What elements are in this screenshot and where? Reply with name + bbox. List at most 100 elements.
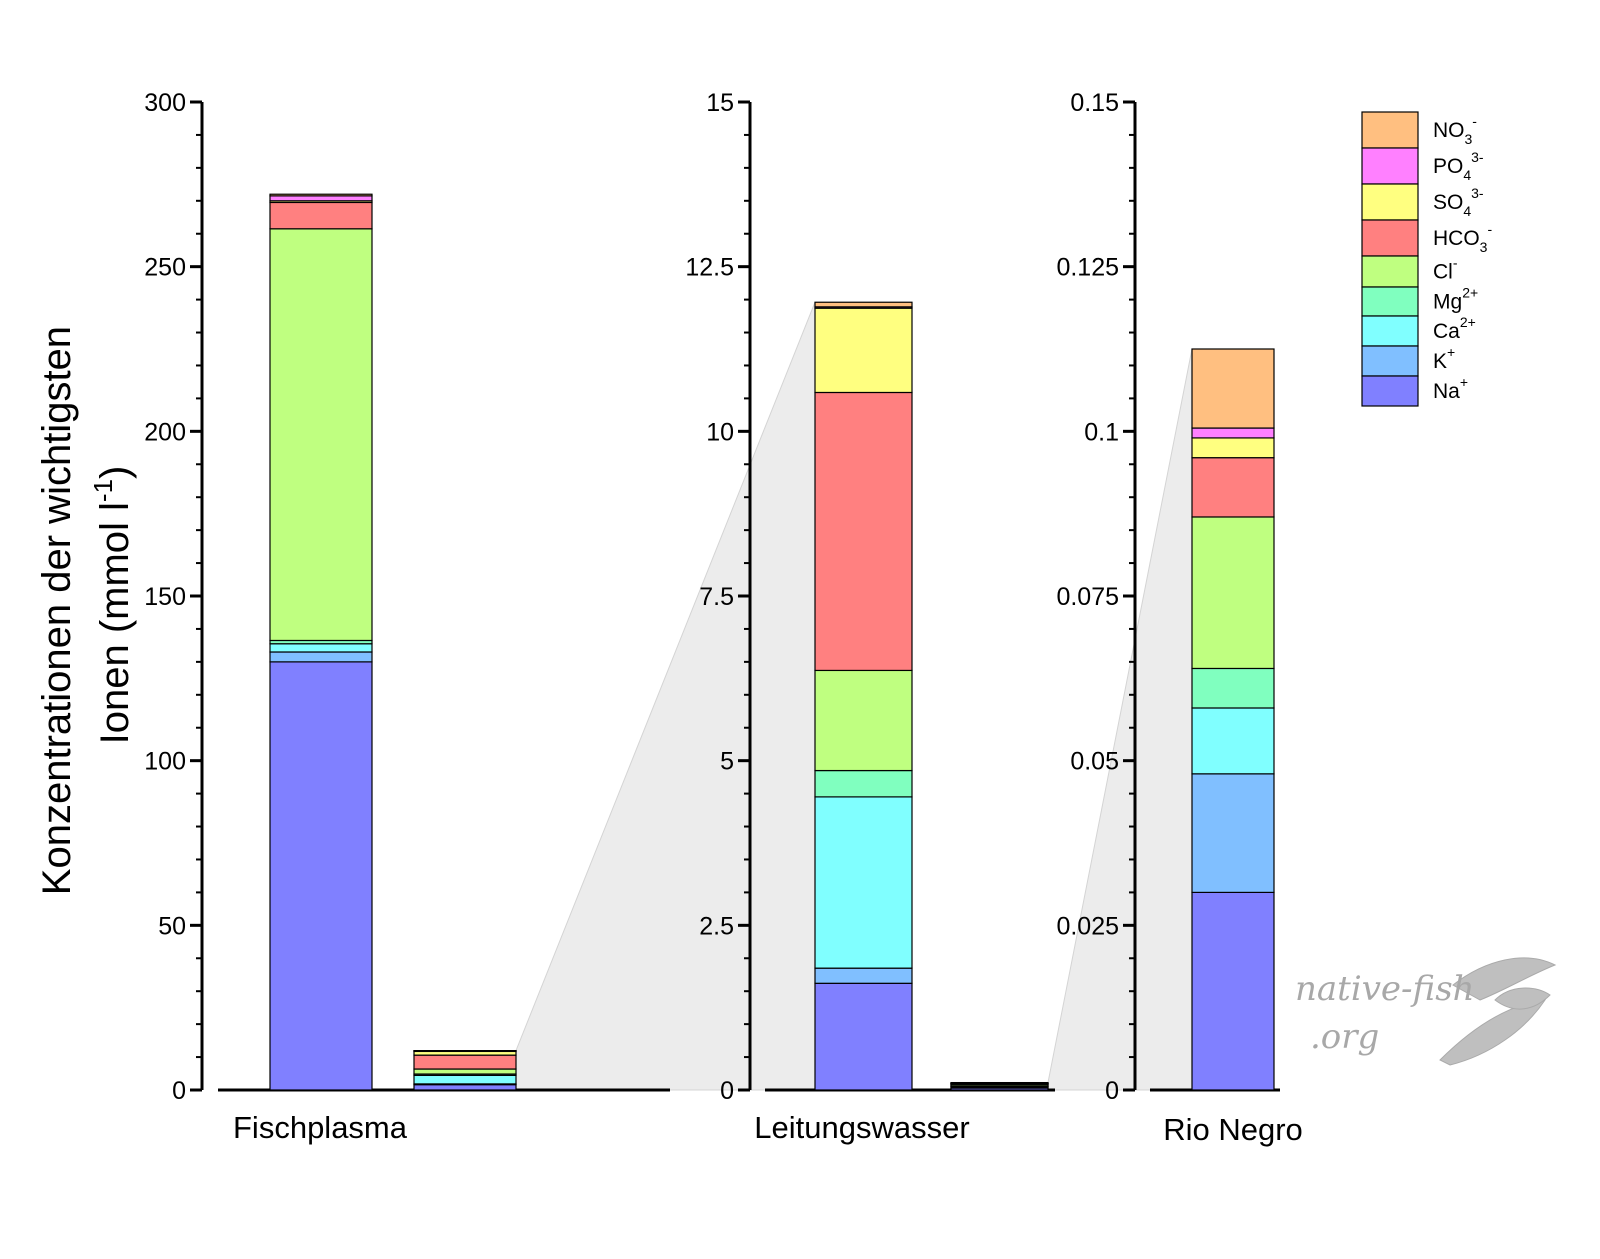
y-tick-label: 0 — [720, 1077, 734, 1105]
bar-leitungswasser-segment-na — [814, 982, 913, 1091]
bar-fischplasma-segment-no3 — [269, 193, 373, 197]
panel-leitungswasser: 0 2.5 5 7.5 10 12.5 15 Leitungswasser — [685, 89, 1055, 1145]
bar-fischplasma-segment-po4-3 — [269, 195, 373, 202]
y-tick-label: 15 — [706, 89, 734, 117]
comparison-bar-fischplasma-segment-na — [413, 1084, 517, 1091]
category-label-fischplasma: Fischplasma — [233, 1110, 408, 1145]
legend-swatch — [1361, 219, 1419, 257]
fish-logo-icon — [1439, 957, 1557, 1066]
zoom-connector-2 — [1047, 348, 1193, 1091]
legend-item-cl: Cl- — [1361, 255, 1458, 288]
watermark-line-2: .org — [1310, 1017, 1379, 1057]
bar-rio-negro-segment-no3 — [1191, 348, 1275, 429]
y-tick-label: 150 — [144, 583, 186, 611]
comparison-bar-fischplasma-segment-hco3 — [413, 1054, 517, 1070]
bar-leitungswasser-segment-k — [814, 967, 913, 984]
comparison-bar-fischplasma-segment-ca2 — [413, 1074, 517, 1085]
legend: NO3-PO43-SO43-HCO3-Cl-Mg2+Ca2+K+Na+ — [1361, 111, 1492, 407]
y-axis-label-unit: Ionen (mmol l — [93, 502, 137, 744]
legend-item-hco3: HCO3- — [1361, 219, 1492, 257]
watermark-line-1: native-fish — [1295, 969, 1475, 1009]
legend-label: SO43- — [1433, 185, 1484, 219]
legend-item-k: K+ — [1361, 344, 1455, 377]
bar-rio-negro-segment-cl — [1191, 516, 1275, 670]
legend-item-na: Na+ — [1361, 374, 1468, 407]
bar-fischplasma-segment-na — [269, 661, 373, 1091]
bar-leitungswasser-segment-hco3 — [814, 391, 913, 672]
y-tick-label: 2.5 — [699, 912, 734, 940]
y-tick-label: 200 — [144, 418, 186, 446]
legend-swatch — [1361, 315, 1419, 347]
legend-swatch — [1361, 286, 1419, 317]
y-axis-label-exponent: -1 — [88, 479, 118, 502]
legend-swatch — [1361, 255, 1419, 288]
chart-panels: 050100150200250300Fischplasma02.557.5101… — [144, 89, 1303, 1147]
y-tick-label: 12.5 — [685, 254, 734, 282]
legend-label: Na+ — [1433, 374, 1468, 403]
zoom-connectors — [515, 302, 1193, 1091]
bar-leitungswasser-segment-cl — [814, 669, 913, 772]
zoom-connector-1 — [515, 302, 816, 1091]
y-tick-label: 0.1 — [1084, 418, 1119, 446]
legend-label: K+ — [1433, 344, 1455, 373]
bar-rio-negro-segment-hco3 — [1191, 457, 1275, 518]
y-tick-label: 50 — [158, 912, 186, 940]
legend-label: Mg2+ — [1433, 285, 1478, 314]
y-tick-label: 0 — [172, 1077, 186, 1105]
legend-item-ca2: Ca2+ — [1361, 314, 1476, 347]
legend-label: Cl- — [1433, 255, 1458, 284]
y-tick-label: 300 — [144, 89, 186, 117]
legend-item-so4-3: SO43- — [1361, 183, 1484, 221]
bar-rio-negro-segment-mg2 — [1191, 667, 1275, 709]
bar-rio-negro-segment-k — [1191, 773, 1275, 894]
y-tick-label: 7.5 — [699, 583, 734, 611]
legend-label: Ca2+ — [1433, 314, 1476, 343]
legend-swatch — [1361, 345, 1419, 377]
y-tick-label: 250 — [144, 254, 186, 282]
watermark: native-fish .org — [1295, 957, 1557, 1066]
bar-leitungswasser-segment-ca2 — [814, 796, 913, 969]
panel-fischplasma: 0 50 100 150 200 250 300 Fischplasma — [144, 89, 670, 1145]
comparison-bar-leitungswasser-segment-no3 — [950, 1081, 1049, 1084]
legend-label: PO43- — [1433, 149, 1484, 183]
bar-rio-negro-segment-po4-3 — [1191, 427, 1275, 439]
panel-rio-negro: 0 0.025 0.05 0.075 0.1 0.125 0.15 Rio Negro — [1056, 89, 1302, 1147]
y-tick-label: 0.125 — [1056, 254, 1119, 282]
comparison-bar-fischplasma-segment-no3 — [413, 1050, 517, 1052]
bar-fischplasma-segment-cl — [269, 228, 373, 642]
legend-item-no3: NO3- — [1361, 111, 1477, 149]
bar-rio-negro-segment-ca2 — [1191, 707, 1275, 775]
y-axis-label-line-2: Ionen (mmol l-1) — [88, 466, 137, 745]
y-tick-label: 0.025 — [1056, 912, 1119, 940]
category-label-leitungswasser: Leitungswasser — [754, 1110, 969, 1145]
y-tick-label: 10 — [706, 418, 734, 446]
y-tick-label: 100 — [144, 748, 186, 776]
legend-swatch — [1361, 111, 1419, 149]
y-tick-label: 5 — [720, 748, 734, 776]
y-tick-label: 0 — [1105, 1077, 1119, 1105]
y-tick-label: 0.075 — [1056, 583, 1119, 611]
legend-swatch — [1361, 147, 1419, 185]
y-tick-label: 0.05 — [1070, 748, 1119, 776]
y-axis-label-close: ) — [93, 466, 137, 479]
bar-fischplasma-segment-k — [269, 651, 373, 663]
bar-rio-negro-segment-so4-3 — [1191, 437, 1275, 459]
comparison-bar-fischplasma-segment-cl — [413, 1068, 517, 1075]
legend-label: NO3- — [1433, 113, 1477, 147]
legend-item-po4-3: PO43- — [1361, 147, 1484, 185]
bar-rio-negro-segment-na — [1191, 891, 1275, 1091]
legend-swatch — [1361, 183, 1419, 221]
bar-fischplasma-segment-hco3 — [269, 201, 373, 230]
y-tick-label: 0.15 — [1070, 89, 1119, 117]
bar-leitungswasser-segment-mg2 — [814, 769, 913, 798]
category-label-rio-negro: Rio Negro — [1163, 1112, 1303, 1147]
bar-leitungswasser-segment-no3 — [814, 301, 913, 308]
bar-fischplasma-segment-ca2 — [269, 643, 373, 653]
legend-item-mg2: Mg2+ — [1361, 285, 1478, 317]
y-axis-label: Konzentrationen der wichtigsten Ionen (m… — [35, 315, 137, 895]
legend-swatch — [1361, 375, 1419, 407]
bar-leitungswasser-segment-so4-3 — [814, 307, 913, 394]
legend-label: HCO3- — [1433, 221, 1492, 255]
y-axis-label-line-1: Konzentrationen der wichtigsten — [35, 326, 79, 895]
